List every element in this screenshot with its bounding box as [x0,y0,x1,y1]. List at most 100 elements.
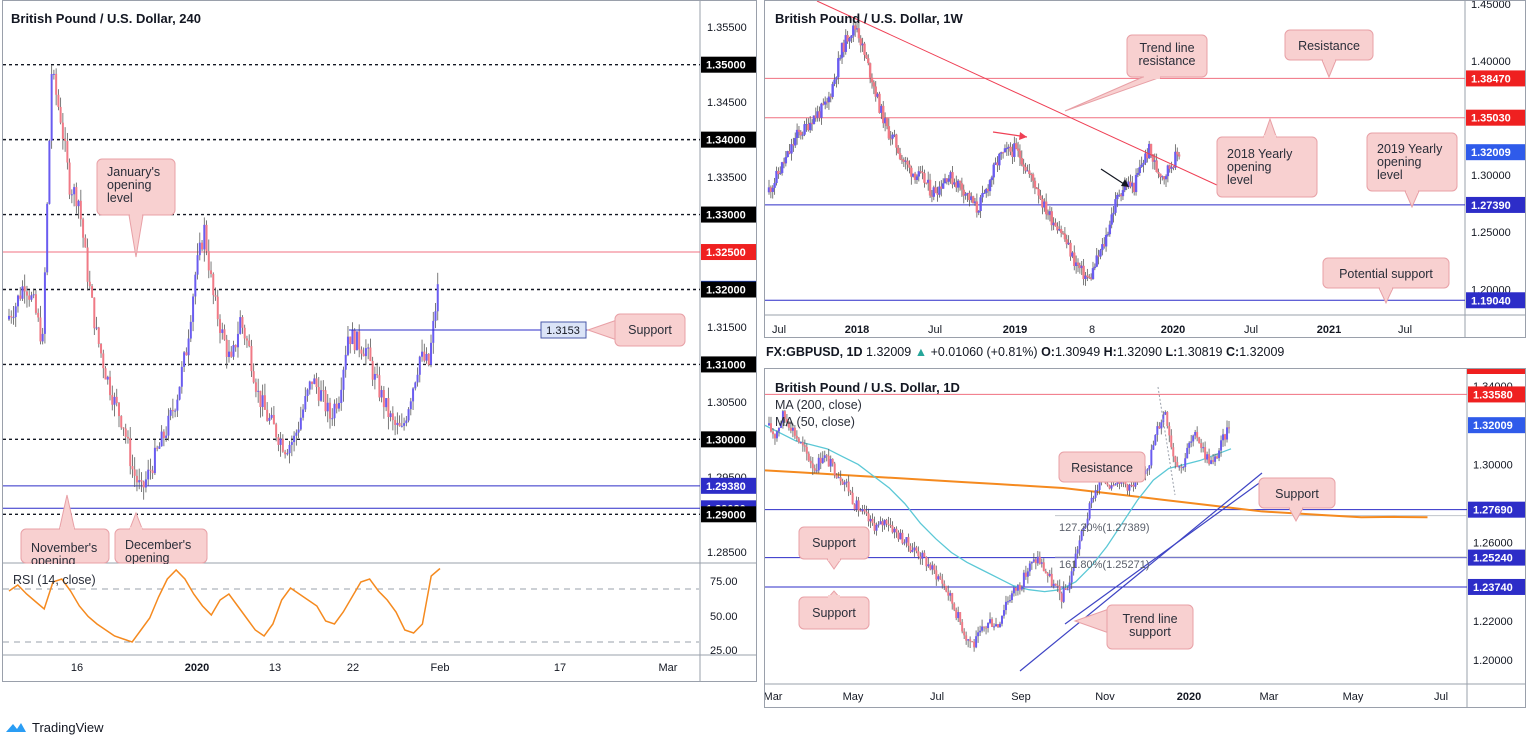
candle-body [100,343,103,354]
candle-body [991,619,994,628]
candle-body [917,171,921,177]
candle-body [1170,435,1173,448]
candle-body [59,106,62,123]
candle-body [902,159,906,162]
candle-body [993,626,996,628]
candle-body [1026,170,1029,172]
candle-body [891,525,894,533]
y-tick-label: 1.35500 [707,22,747,34]
candle-body [883,118,887,124]
price-tag-label: 1.32000 [706,284,746,296]
brand-footer[interactable]: TradingView [4,718,104,736]
candle-body [360,349,363,354]
note-text-2018-1: 2018 Yearly [1227,147,1293,161]
candle-body [19,295,22,299]
candle-body [1086,518,1089,526]
candle-body [391,413,394,421]
candle-body [786,151,789,158]
candle-body [805,124,808,126]
candle-body [939,576,942,580]
chart-panel-4h[interactable]: 1.35500 1.35000 1.34500 1.34000 1.33500 1.330… [2,0,757,682]
chart-1w-svg[interactable]: 1.45000 1.40000 1.38470 1.35030 1.32009 1.300… [765,0,1525,337]
candle-body [1184,458,1187,468]
chart-1d-svg[interactable]: 1.340001.335801.320091.300001.276901.260… [764,369,1525,707]
symbol-header: FX:GBPUSD, 1D 1.32009 ▲ +0.01060 (+0.81%… [766,345,1284,359]
candle-body [820,103,823,118]
chart-panel-1w[interactable]: 1.45000 1.40000 1.38470 1.35030 1.32009 1.300… [764,0,1526,338]
candle-body [369,347,372,361]
candle-body [797,438,800,443]
left-x-axis: 16 2020 13 22 Feb 17 Mar [71,662,678,674]
candle-body [1061,232,1065,234]
up-triangle-icon: ▲ [914,345,928,359]
candle-body [819,457,822,464]
candle-body [355,331,358,351]
candle-body [1130,484,1133,486]
candle-body [1022,164,1025,167]
chart-panel-1d[interactable]: 1.340001.335801.320091.300001.276901.260… [764,368,1526,708]
candle-body [373,373,376,380]
candle-body [1134,174,1138,193]
candle-body [34,294,37,313]
candle-body [904,160,907,162]
chart-4h-svg[interactable]: 1.35500 1.35000 1.34500 1.34000 1.33500 1.330… [3,1,756,681]
candle-body [1148,465,1151,470]
candle-body [400,425,403,427]
candle-body [227,351,230,357]
price-tag-label: 1.29000 [706,509,746,521]
candle-body [885,519,888,524]
candle-body [1060,593,1063,602]
candle-body [1180,466,1183,468]
candle-body [396,422,399,425]
candle-body [857,28,861,39]
price-tag [1466,292,1525,309]
candle-body [1080,265,1083,269]
y-tick-label: 1.30000 [1471,170,1511,182]
candle-body [376,373,379,376]
candle-body [780,162,784,174]
candle-body [893,528,896,533]
candle-body [48,140,51,204]
candle-body [133,469,136,476]
candle-body [115,396,118,403]
candle-body [859,510,862,512]
candle-body [837,477,840,479]
candle-body [865,511,868,514]
candle-body [432,320,435,343]
candle-body [855,500,858,510]
candle-body [983,192,986,194]
candle-body [945,178,949,182]
candle-body [947,591,950,596]
candle-body [277,437,280,445]
candle-body [39,317,42,342]
note-novembers-opening: November's opening [20,494,110,568]
candle-body [768,423,770,426]
candle-body [12,317,15,319]
candle-body [434,311,437,321]
header-change: +0.01060 (+0.81%) [930,345,1038,359]
o-value: 1.30949 [1054,345,1101,359]
candle-body [131,466,134,470]
candle-body [882,105,885,124]
candle-body [1174,456,1177,463]
price-tag [701,206,756,223]
candle-body [821,458,824,464]
candle-body [1090,497,1093,504]
candle-body [1190,441,1193,443]
candle-body [941,183,945,189]
rsi-pane: RSI (14, close) 75.00 50.00 25.00 [3,564,738,657]
candle-body [1084,525,1087,528]
price-tag [701,281,756,298]
candle-body [169,409,172,416]
candle-body [1220,440,1223,451]
candle-body [317,386,320,401]
y-tick-label: 1.28500 [707,547,747,559]
candle-body [333,403,336,419]
candle-body [1208,454,1211,464]
candle-body [992,164,995,178]
candle-body [940,186,943,189]
candle-body [1043,201,1046,208]
candle-body [284,451,287,455]
candle-body [769,423,772,432]
candle-body [1097,255,1100,257]
